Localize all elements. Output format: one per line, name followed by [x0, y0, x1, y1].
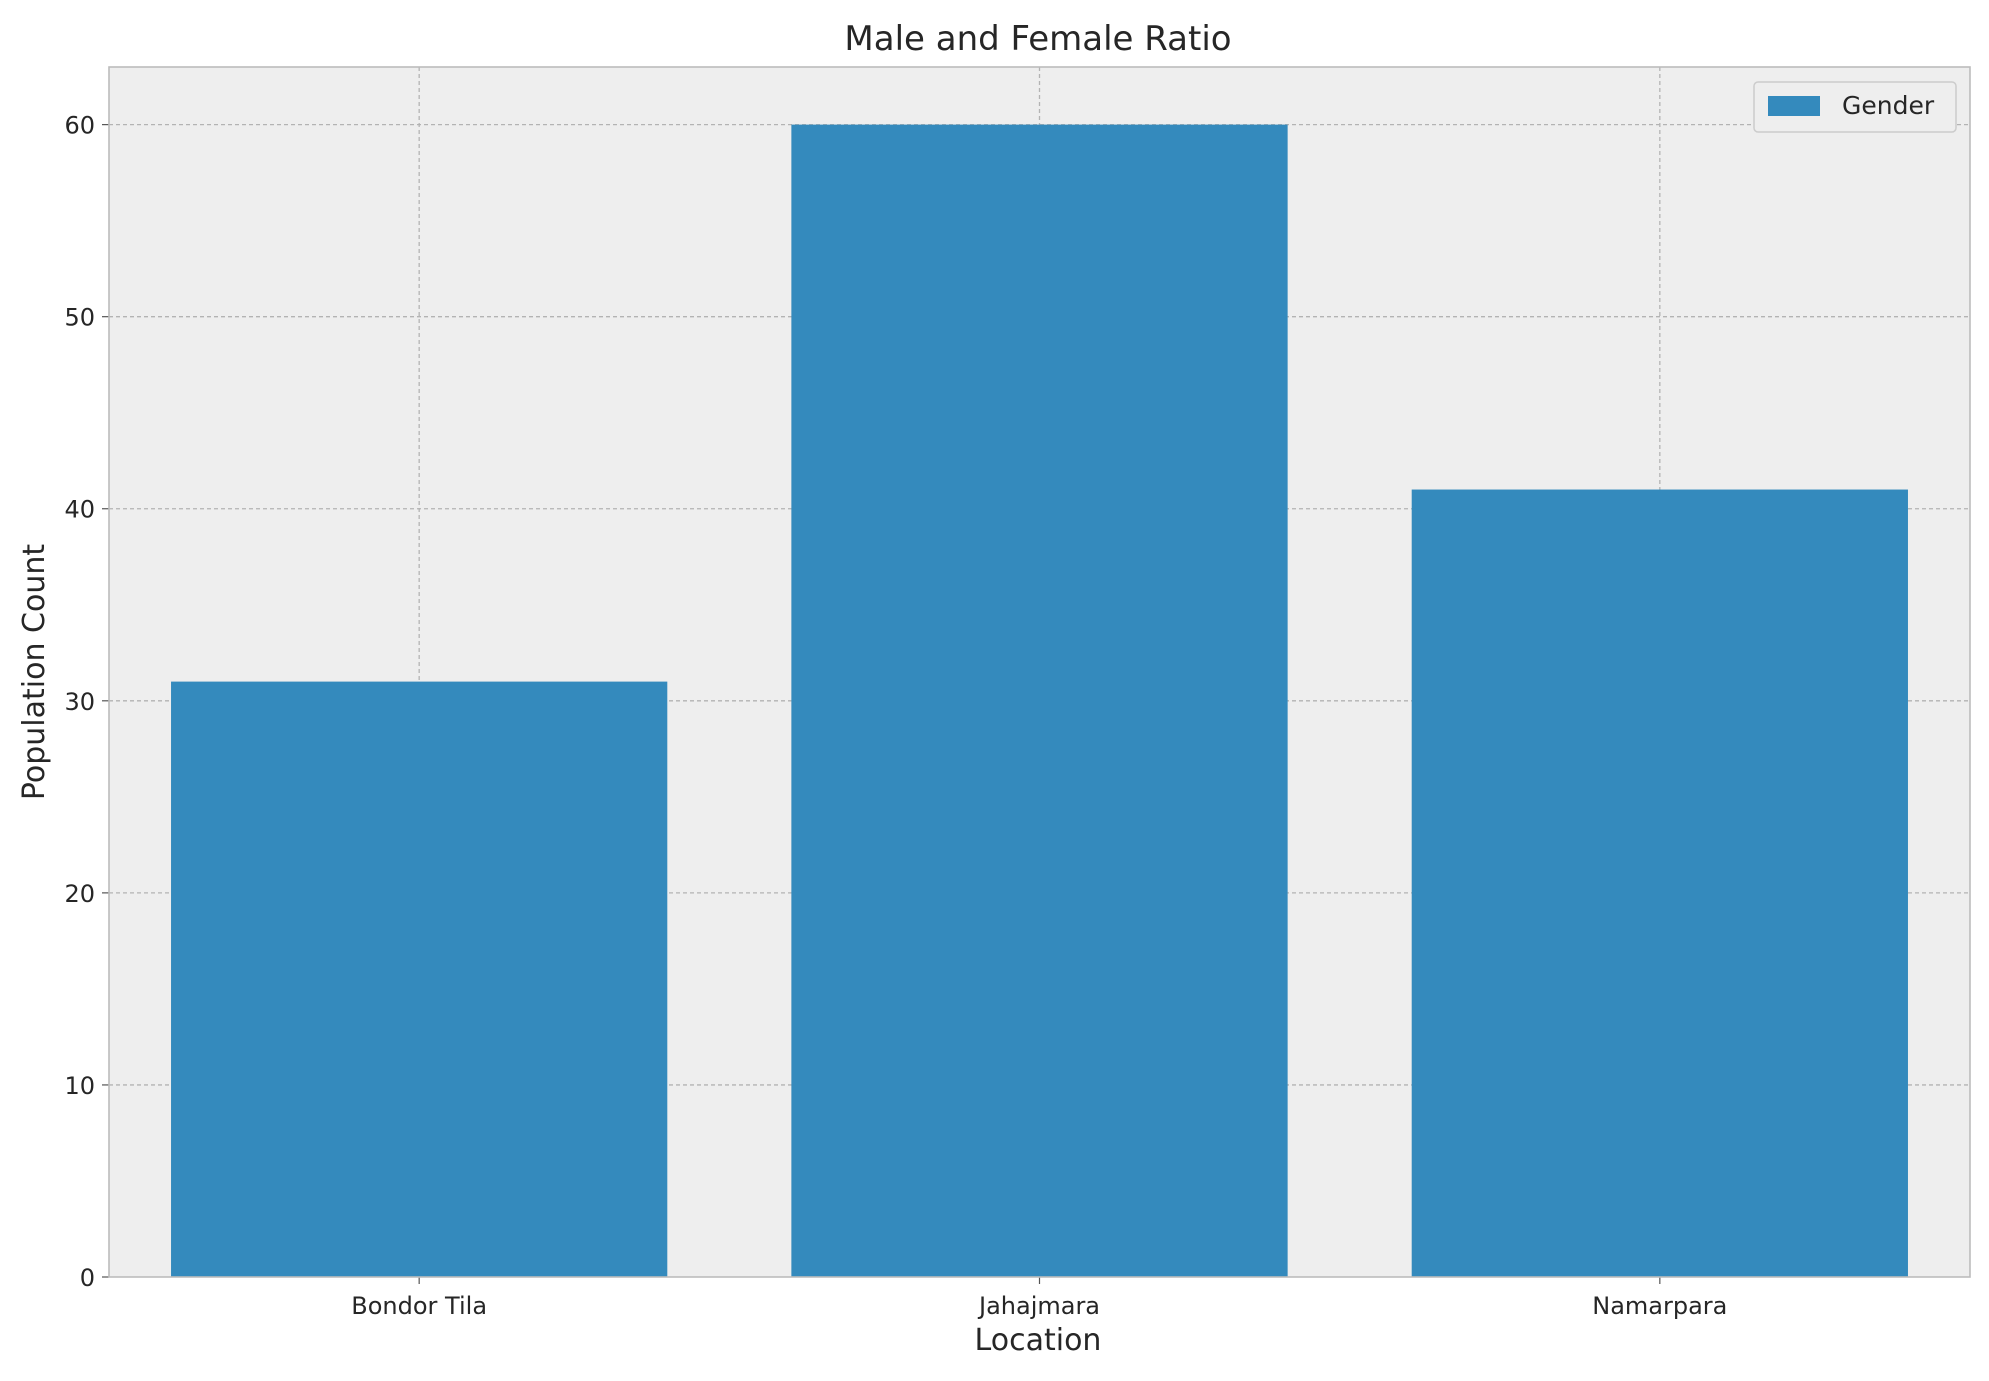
plot-frame [108, 66, 1971, 1278]
legend-box [1753, 81, 1957, 133]
x-axis-label: Location [975, 1323, 1102, 1358]
x-tick-label: Bondor Tila [351, 1292, 487, 1320]
y-tick-label: 30 [64, 688, 95, 716]
y-tick-label: 10 [64, 1072, 95, 1100]
y-axis-label: Population Count [17, 544, 52, 800]
axes [102, 66, 1971, 1284]
tick-labels: 0 10 20 30 40 50 60 Bondor Tila Jahajmara Namarpa… [64, 112, 1727, 1320]
bar-bondor-tila [171, 681, 668, 1277]
y-tick-label: 0 [80, 1264, 95, 1292]
x-tick-label: Jahajmara [977, 1292, 1100, 1320]
legend-label-gender: Gender [1842, 91, 1935, 120]
y-tick-label: 20 [64, 880, 95, 908]
legend-swatch [1768, 96, 1820, 116]
x-tick-label: Namarpara [1592, 1292, 1727, 1320]
y-tick-label: 60 [64, 112, 95, 140]
chart-title: Male and Female Ratio [844, 19, 1231, 59]
bars [171, 124, 1908, 1278]
bar-namarpara [1411, 489, 1908, 1277]
bar-jahajmara [791, 124, 1288, 1278]
legend: Gender [1753, 81, 1957, 133]
y-tick-label: 50 [64, 304, 95, 332]
y-tick-label: 40 [64, 496, 95, 524]
